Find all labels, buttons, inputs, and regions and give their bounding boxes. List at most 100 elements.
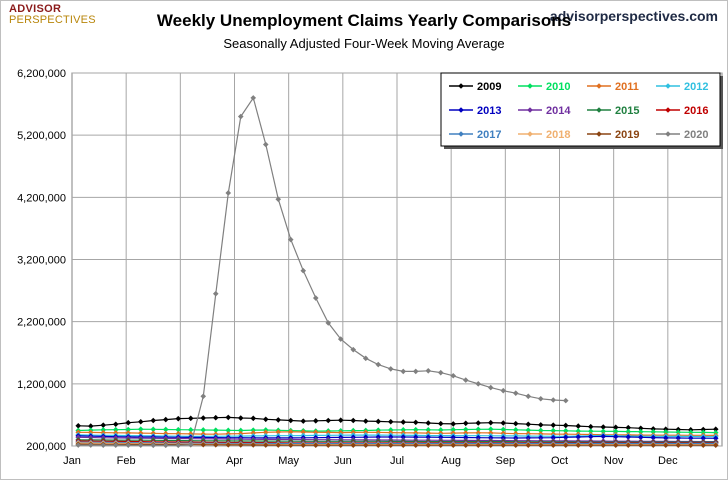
data-point-2009 bbox=[87, 423, 94, 429]
data-point-2009 bbox=[512, 420, 519, 427]
data-point-2011 bbox=[250, 430, 257, 436]
data-point-2010 bbox=[412, 426, 419, 433]
advisor-perspectives-logo: ADVISOR PERSPECTIVES bbox=[9, 4, 96, 26]
data-point-2019 bbox=[450, 442, 457, 448]
x-tick-label: Nov bbox=[604, 455, 624, 467]
data-point-2019 bbox=[500, 442, 507, 448]
data-point-2009 bbox=[537, 422, 544, 428]
data-point-2009 bbox=[262, 416, 269, 423]
data-point-2010 bbox=[500, 426, 507, 433]
data-point-2019 bbox=[200, 441, 207, 448]
data-point-2020 bbox=[225, 190, 232, 196]
data-point-2010 bbox=[137, 426, 144, 433]
data-point-2010 bbox=[212, 427, 219, 433]
data-point-2020 bbox=[175, 442, 182, 449]
data-point-2009 bbox=[437, 420, 444, 427]
data-point-2020 bbox=[387, 366, 394, 372]
legend-label-2014: 2014 bbox=[546, 105, 571, 117]
data-point-2010 bbox=[637, 428, 644, 435]
data-point-2009 bbox=[350, 417, 357, 424]
data-point-2009 bbox=[337, 417, 344, 424]
data-point-2020 bbox=[537, 395, 544, 402]
data-point-2019 bbox=[237, 442, 244, 448]
data-point-2009 bbox=[450, 421, 457, 427]
data-point-2019 bbox=[337, 442, 344, 448]
data-point-2010 bbox=[487, 426, 494, 433]
data-point-2020 bbox=[437, 369, 444, 376]
data-point-2010 bbox=[200, 427, 207, 433]
data-point-2009 bbox=[200, 415, 207, 421]
x-tick-label: Oct bbox=[551, 455, 568, 467]
legend-marker-2016 bbox=[665, 107, 671, 113]
data-point-2009 bbox=[137, 418, 144, 425]
data-point-2019 bbox=[675, 442, 682, 448]
legend-marker-2010 bbox=[527, 83, 533, 89]
x-tick-label: Mar bbox=[171, 455, 190, 467]
data-point-2013 bbox=[575, 434, 582, 440]
data-point-2009 bbox=[100, 422, 107, 428]
data-point-2019 bbox=[600, 442, 607, 448]
data-point-2013 bbox=[587, 433, 594, 440]
data-point-2019 bbox=[525, 442, 532, 448]
data-point-2019 bbox=[287, 442, 294, 448]
data-point-2013 bbox=[400, 434, 407, 440]
data-point-2010 bbox=[562, 427, 569, 434]
data-point-2013 bbox=[600, 433, 607, 440]
data-point-2009 bbox=[287, 417, 294, 424]
logo-text-bottom: PERSPECTIVES bbox=[9, 14, 96, 26]
data-point-2020 bbox=[312, 295, 319, 301]
data-point-2020 bbox=[512, 390, 519, 396]
series-line-2011 bbox=[78, 431, 716, 436]
series-line-2017 bbox=[78, 441, 716, 445]
legend-label-2017: 2017 bbox=[477, 129, 501, 141]
data-point-2013 bbox=[387, 434, 394, 440]
data-point-2010 bbox=[462, 426, 469, 433]
data-point-2013 bbox=[562, 434, 569, 441]
data-point-2019 bbox=[225, 442, 232, 448]
data-point-2020 bbox=[350, 346, 357, 353]
legend-marker-2012 bbox=[665, 83, 671, 89]
data-point-2020 bbox=[562, 397, 569, 404]
data-point-2009 bbox=[362, 418, 369, 424]
x-tick-label: Jan bbox=[63, 455, 81, 467]
data-point-2019 bbox=[625, 442, 632, 448]
data-point-2019 bbox=[362, 442, 369, 448]
data-point-2009 bbox=[600, 424, 607, 430]
data-point-2009 bbox=[462, 420, 469, 427]
data-point-2019 bbox=[275, 442, 282, 448]
data-point-2013 bbox=[412, 434, 419, 440]
data-point-2010 bbox=[587, 428, 594, 435]
data-point-2020 bbox=[200, 393, 207, 400]
legend-marker-2013 bbox=[458, 107, 464, 113]
data-point-2020 bbox=[425, 367, 432, 374]
data-point-2009 bbox=[175, 415, 182, 422]
legend-label-2018: 2018 bbox=[546, 129, 570, 141]
legend-marker-2017 bbox=[458, 131, 464, 137]
legend-label-2012: 2012 bbox=[684, 81, 708, 93]
legend-label-2019: 2019 bbox=[615, 129, 639, 141]
data-point-2009 bbox=[150, 417, 157, 424]
data-point-2011 bbox=[300, 429, 307, 435]
data-point-2013 bbox=[612, 433, 619, 440]
data-point-2010 bbox=[550, 427, 557, 434]
series-line-2016 bbox=[78, 440, 716, 444]
data-point-2019 bbox=[250, 442, 257, 448]
data-point-2020 bbox=[262, 141, 269, 148]
y-tick-label: 200,000 bbox=[26, 441, 66, 453]
data-point-2011 bbox=[262, 429, 269, 436]
data-point-2009 bbox=[550, 422, 557, 428]
data-point-2009 bbox=[187, 415, 194, 422]
data-point-2009 bbox=[300, 418, 307, 424]
data-point-2009 bbox=[162, 416, 169, 423]
legend-label-2016: 2016 bbox=[684, 105, 708, 117]
data-point-2019 bbox=[412, 442, 419, 448]
x-tick-label: Jul bbox=[390, 455, 404, 467]
legend-label-2015: 2015 bbox=[615, 105, 639, 117]
data-point-2013 bbox=[537, 434, 544, 441]
data-point-2009 bbox=[587, 423, 594, 430]
legend-marker-2009 bbox=[458, 83, 464, 89]
data-point-2009 bbox=[500, 420, 507, 426]
data-point-2020 bbox=[150, 442, 157, 449]
data-point-2009 bbox=[387, 418, 394, 425]
data-point-2019 bbox=[325, 442, 332, 448]
